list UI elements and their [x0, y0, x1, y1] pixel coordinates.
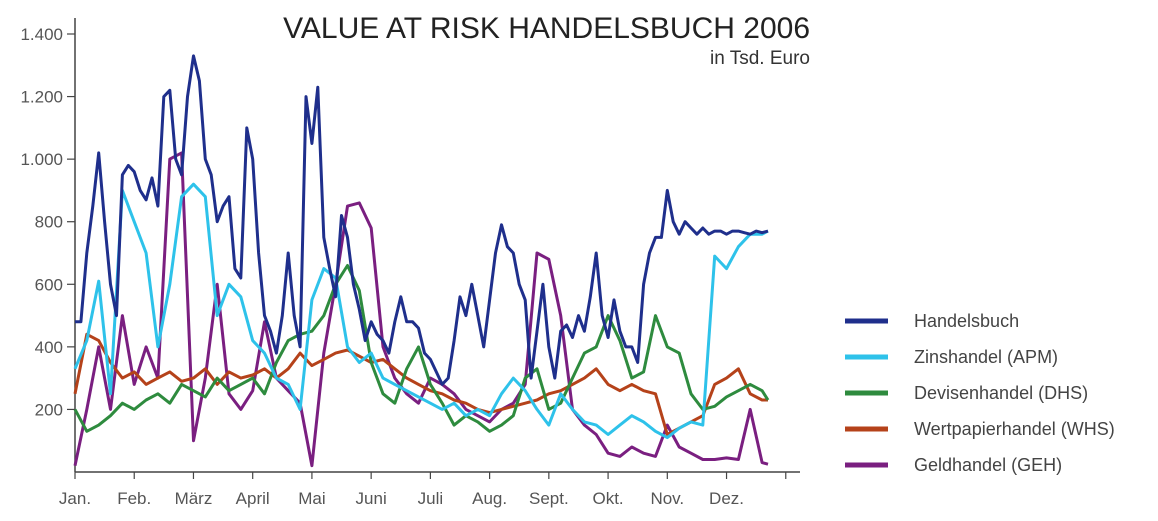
chart-title: VALUE AT RISK HANDELSBUCH 2006 — [283, 12, 810, 45]
x-tick-label: Mai — [298, 489, 325, 508]
x-tick-label: Jan. — [59, 489, 91, 508]
x-tick-label: Feb. — [117, 489, 151, 508]
legend: Handelsbuch Zinshandel (APM) Devisenhandel… — [845, 311, 1115, 475]
legend-label: Zinshandel (APM) — [914, 347, 1058, 367]
y-tick-label: 200 — [35, 400, 63, 419]
x-tick-label: Juni — [356, 489, 387, 508]
series-line-geldhandel-geh — [73, 151, 769, 468]
x-tick-label: Aug. — [472, 489, 507, 508]
x-tick-label: Nov. — [650, 489, 684, 508]
chart-subtitle: in Tsd. Euro — [710, 48, 810, 69]
y-tick-label: 1.200 — [20, 88, 63, 107]
legend-label: Wertpapierhandel (WHS) — [914, 419, 1115, 439]
series-line-wertpapierhandel-whs — [73, 332, 768, 436]
series-line-devisenhandel-dhs — [73, 264, 770, 433]
y-ticks: 200 400 600 800 1.000 1.200 1.400 — [20, 25, 75, 419]
x-tick-label: Dez. — [709, 489, 744, 508]
legend-label: Handelsbuch — [914, 311, 1019, 331]
x-ticks: Jan. Feb. März April Mai Juni Juli Aug. Sept. Okt… — [59, 472, 787, 508]
series-lines — [73, 54, 770, 468]
y-tick-label: 600 — [35, 275, 63, 294]
y-tick-label: 400 — [35, 338, 63, 357]
x-tick-label: Sept. — [529, 489, 569, 508]
series-line-zinshandel-apm — [73, 182, 769, 440]
series-line-handelsbuch — [75, 54, 769, 386]
x-tick-label: April — [236, 489, 270, 508]
x-tick-label: Okt. — [592, 489, 623, 508]
y-tick-label: 1.400 — [20, 25, 63, 44]
x-tick-label: Juli — [418, 489, 444, 508]
legend-label: Geldhandel (GEH) — [914, 455, 1062, 475]
y-tick-label: 800 — [35, 213, 63, 232]
chart-axes — [74, 18, 800, 473]
y-tick-label: 1.000 — [20, 150, 63, 169]
x-tick-label: März — [175, 489, 213, 508]
legend-label: Devisenhandel (DHS) — [914, 383, 1088, 403]
